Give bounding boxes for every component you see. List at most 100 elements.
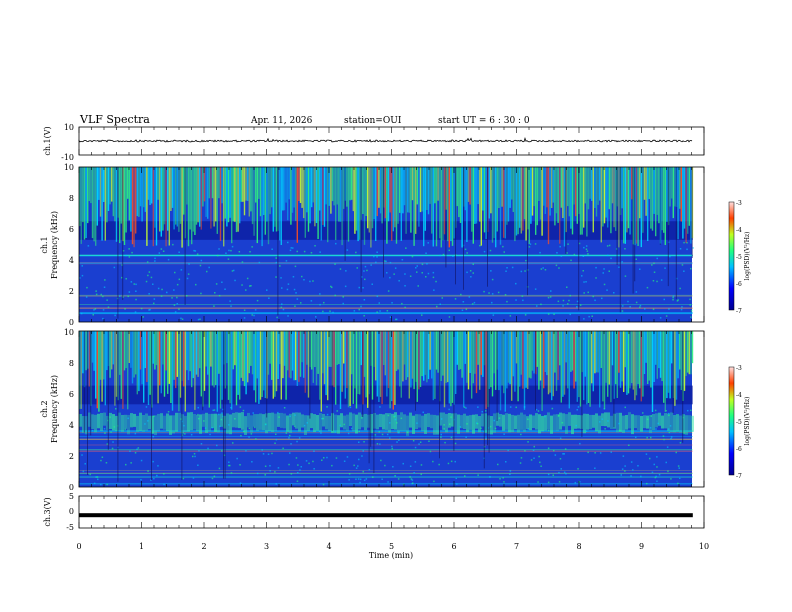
spectrogram-tone-line [79,449,693,451]
spectrogram-speck [387,481,389,483]
spectrogram-sferic [629,167,631,235]
spectrogram-sferic [530,331,532,379]
spectrogram-speck [524,270,526,272]
spectrogram-speck [679,477,681,479]
spectrogram-speck [551,407,554,410]
spectrogram-speck [476,422,479,425]
ch1-voltage-ylabel: ch.1(V) [43,126,52,155]
spectrogram-emission-cell [412,415,415,434]
spectrogram-sferic [677,167,679,240]
spectrogram-sferic [115,167,118,242]
spectrogram-sferic [666,331,668,399]
spectrogram-speck [347,432,350,435]
ch1-spectrogram-ylabel-channel: ch.1 [40,236,49,253]
ch2-freq-tick-8: 8 [69,359,74,368]
spectrogram-sferic [280,167,282,245]
spectrogram-sferic [128,331,130,363]
spectrogram-emission-cell [451,413,454,427]
spectrogram-speck [540,465,542,467]
spectrogram-sferic [403,331,406,365]
spectrogram-emission-cell [349,412,352,426]
spectrogram-emission-cell [613,413,616,429]
spectrogram-emission-cell [436,415,439,435]
spectrogram-speck [527,441,529,443]
spectrogram-sferic [650,167,652,229]
spectrogram-sferic [389,331,391,409]
spectrogram-speck [624,248,626,250]
spectrogram-sferic [407,331,409,378]
spectrogram-sferic [115,331,118,397]
spectrogram-sferic [475,331,478,394]
spectrogram-speck [629,306,631,308]
spectrogram-sferic [114,331,116,406]
spectrogram-sferic [96,331,98,409]
spectrogram-sferic [307,167,310,232]
spectrogram-speck [409,465,412,467]
spectrogram-speck [231,245,234,248]
spectrogram-speck [564,448,567,450]
spectrogram-emission-cell [142,415,145,432]
spectrogram-speck [190,434,193,436]
spectrogram-sferic [399,331,401,387]
spectrogram-speck [295,457,298,459]
spectrogram-speck [439,254,441,257]
spectrogram-speck [595,277,597,279]
spectrogram-sferic [560,331,562,403]
spectrogram-speck [527,418,529,421]
spectrogram-sferic [379,331,382,397]
spectrogram-sferic [531,167,534,216]
spectrogram-speck [401,302,403,305]
spectrogram-tone-line [79,255,693,257]
spectrogram-sferic [647,331,649,384]
spectrogram-speck [655,428,657,430]
spectrogram-speck [533,457,535,459]
spectrogram-speck [653,271,656,273]
spectrogram-speck [628,444,630,446]
spectrogram-speck [218,248,220,250]
spectrogram-sferic [528,331,530,378]
spectrogram-emission-cell [313,414,316,433]
spectrogram-sferic [211,167,214,199]
spectrogram-sferic [123,331,126,371]
spectrogram-speck [464,248,467,251]
spectrogram-emission-cell [511,414,514,433]
spectrogram-speck [690,316,692,318]
spectrogram-speck [110,431,112,433]
spectrogram-sferic [93,331,95,371]
spectrogram-emission-cell [355,414,358,434]
spectrogram-sferic [541,331,543,411]
spectrogram-sferic [298,167,300,201]
spectrogram-speck [676,300,679,302]
spectrogram-speck [394,415,397,417]
spectrogram-speck [147,470,149,472]
spectrogram-speck [412,440,415,442]
spectrogram-speck [219,425,221,427]
spectrogram-dark-streak [659,167,661,245]
spectrogram-emission-cell [193,414,196,430]
spectrogram-sferic [323,167,326,227]
spectrogram-speck [594,467,596,469]
spectrogram-sferic [197,331,199,377]
spectrogram-sferic [168,331,170,384]
spectrogram-sferic [431,331,433,379]
spectrogram-speck [280,277,282,279]
spectrogram-speck [351,427,353,430]
spectrogram-tone-line [79,295,693,297]
spectrogram-dark-streak [487,331,488,446]
spectrogram-speck [585,430,588,432]
spectrogram-emission-cell [253,414,256,427]
spectrogram-sferic [175,331,177,389]
spectrogram-sferic [437,167,439,201]
spectrogram-sferic [680,331,682,390]
spectrogram-speck [583,292,585,294]
spectrogram-emission-cell [655,413,658,428]
spectrogram-speck [222,408,224,411]
spectrogram-sferic [543,331,545,389]
spectrogram-speck [181,318,184,320]
spectrogram-tone-line [79,473,693,474]
ch2-spectrogram-ylabel-channel: ch.2 [40,400,49,417]
spectrogram-speck [287,283,290,285]
spectrogram-emission-cell [346,414,349,431]
spectrogram-sferic [144,167,146,212]
spectrogram-sferic [199,331,201,369]
